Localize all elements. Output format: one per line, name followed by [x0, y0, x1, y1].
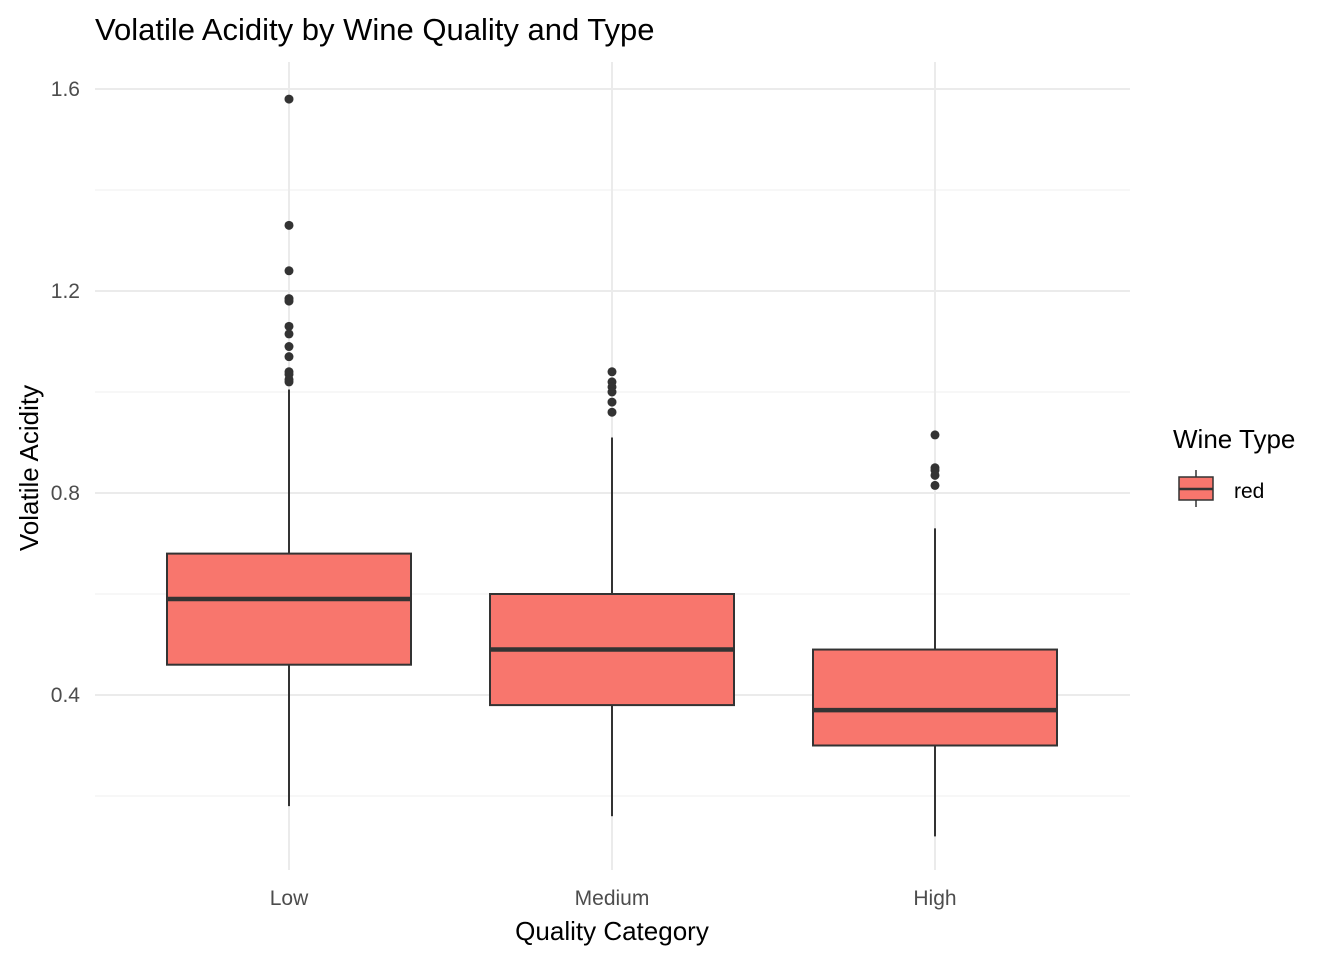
outlier-point	[284, 321, 294, 331]
outlier-point	[284, 266, 294, 276]
box-high	[812, 430, 1058, 837]
outlier-point	[607, 397, 617, 407]
y-tick-label: 1.6	[51, 78, 80, 101]
outlier-point	[284, 220, 294, 230]
x-tick-label: High	[913, 887, 956, 910]
legend-title: Wine Type	[1173, 424, 1295, 454]
y-axis-ticks: 0.4 0.8 1.2 1.6	[51, 78, 81, 707]
y-tick-label: 0.4	[51, 684, 81, 707]
outlier-point	[930, 470, 940, 480]
box-low	[166, 94, 412, 807]
outlier-point	[284, 296, 294, 306]
x-tick-label: Medium	[575, 887, 650, 910]
outlier-point	[284, 352, 294, 362]
outlier-point	[930, 430, 940, 440]
legend: Wine Type red	[1173, 424, 1295, 507]
x-tick-label: Low	[270, 887, 309, 910]
y-axis-title: Volatile Acidity	[14, 385, 44, 551]
legend-label-red: red	[1234, 480, 1264, 503]
y-tick-label: 1.2	[51, 280, 80, 303]
outlier-point	[284, 377, 294, 387]
chart-title: Volatile Acidity by Wine Quality and Typ…	[95, 12, 654, 47]
x-axis-ticks: Low Medium High	[270, 887, 957, 910]
outlier-point	[607, 407, 617, 417]
outlier-point	[607, 387, 617, 397]
y-tick-label: 0.8	[51, 482, 80, 505]
outlier-point	[930, 480, 940, 490]
box-iqr	[812, 648, 1058, 747]
outlier-point	[607, 367, 617, 377]
outlier-point	[284, 329, 294, 339]
outlier-point	[284, 94, 294, 104]
box-iqr	[166, 552, 412, 666]
box-medium	[489, 367, 735, 817]
outlier-point	[284, 342, 294, 352]
x-axis-title: Quality Category	[515, 916, 709, 946]
box-series-red	[166, 94, 1058, 837]
legend-key-red	[1178, 470, 1214, 507]
